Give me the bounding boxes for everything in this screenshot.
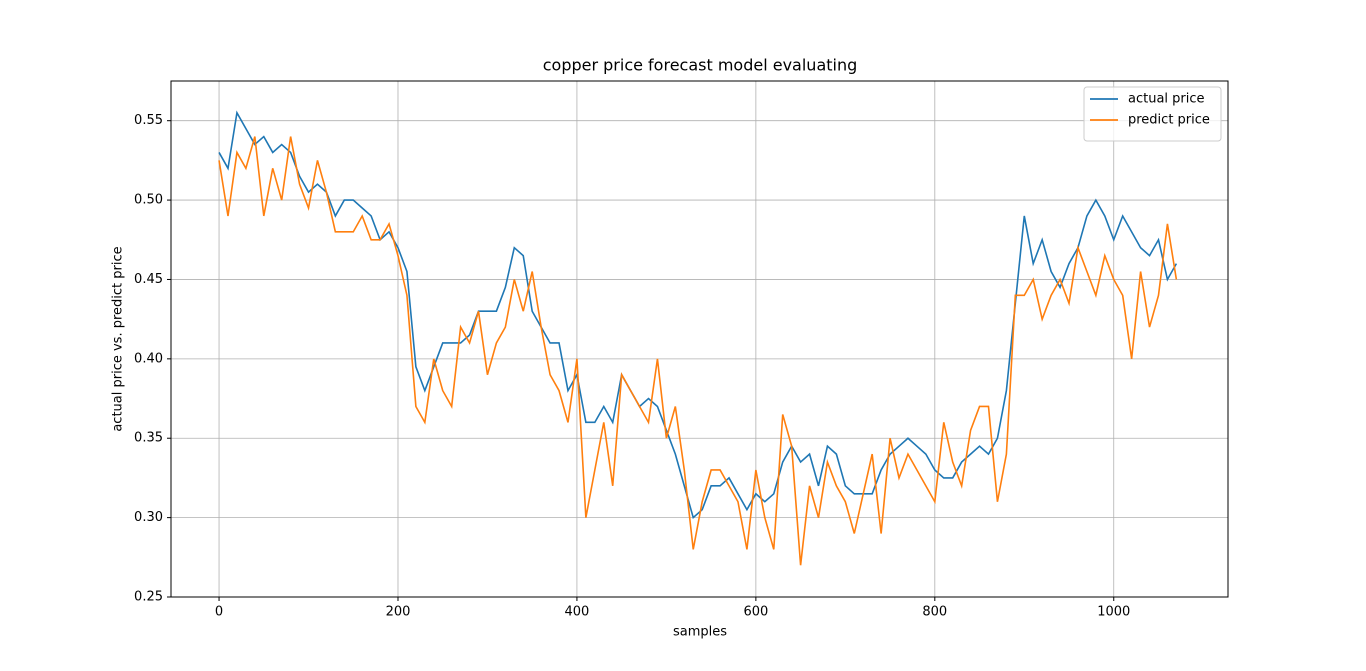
y-tick-label: 0.45 bbox=[134, 272, 163, 287]
y-tick-label: 0.55 bbox=[134, 113, 163, 128]
chart-title: copper price forecast model evaluating bbox=[543, 56, 858, 75]
x-tick-label: 800 bbox=[922, 605, 947, 620]
y-tick-label: 0.30 bbox=[134, 510, 163, 525]
series-line bbox=[218, 136, 1178, 566]
x-tick-label: 0 bbox=[215, 605, 223, 620]
legend-label: predict price bbox=[1128, 113, 1210, 128]
x-tick-label: 1000 bbox=[1097, 605, 1130, 620]
y-tick-label: 0.40 bbox=[134, 351, 163, 366]
x-tick-label: 400 bbox=[565, 605, 590, 620]
plot-frame bbox=[170, 80, 1229, 598]
y-tick-label: 0.25 bbox=[134, 590, 163, 605]
x-tick-label: 600 bbox=[743, 605, 768, 620]
series-line bbox=[218, 110, 1178, 520]
y-tick-label: 0.50 bbox=[134, 193, 163, 208]
y-axis-label: actual price vs. predict price bbox=[111, 246, 126, 431]
legend-label: actual price bbox=[1128, 92, 1205, 107]
legend-box bbox=[1083, 86, 1222, 142]
x-tick-label: 200 bbox=[386, 605, 411, 620]
x-axis-label: samples bbox=[673, 625, 727, 640]
y-tick-label: 0.35 bbox=[134, 431, 163, 446]
